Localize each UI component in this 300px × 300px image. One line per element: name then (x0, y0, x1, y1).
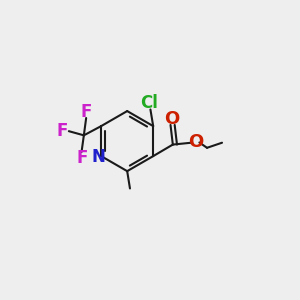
Text: O: O (164, 110, 179, 128)
Text: N: N (92, 148, 105, 166)
Text: F: F (76, 149, 88, 167)
Text: Cl: Cl (141, 94, 158, 112)
Text: O: O (188, 133, 204, 151)
Text: F: F (57, 122, 68, 140)
Text: F: F (81, 103, 92, 122)
